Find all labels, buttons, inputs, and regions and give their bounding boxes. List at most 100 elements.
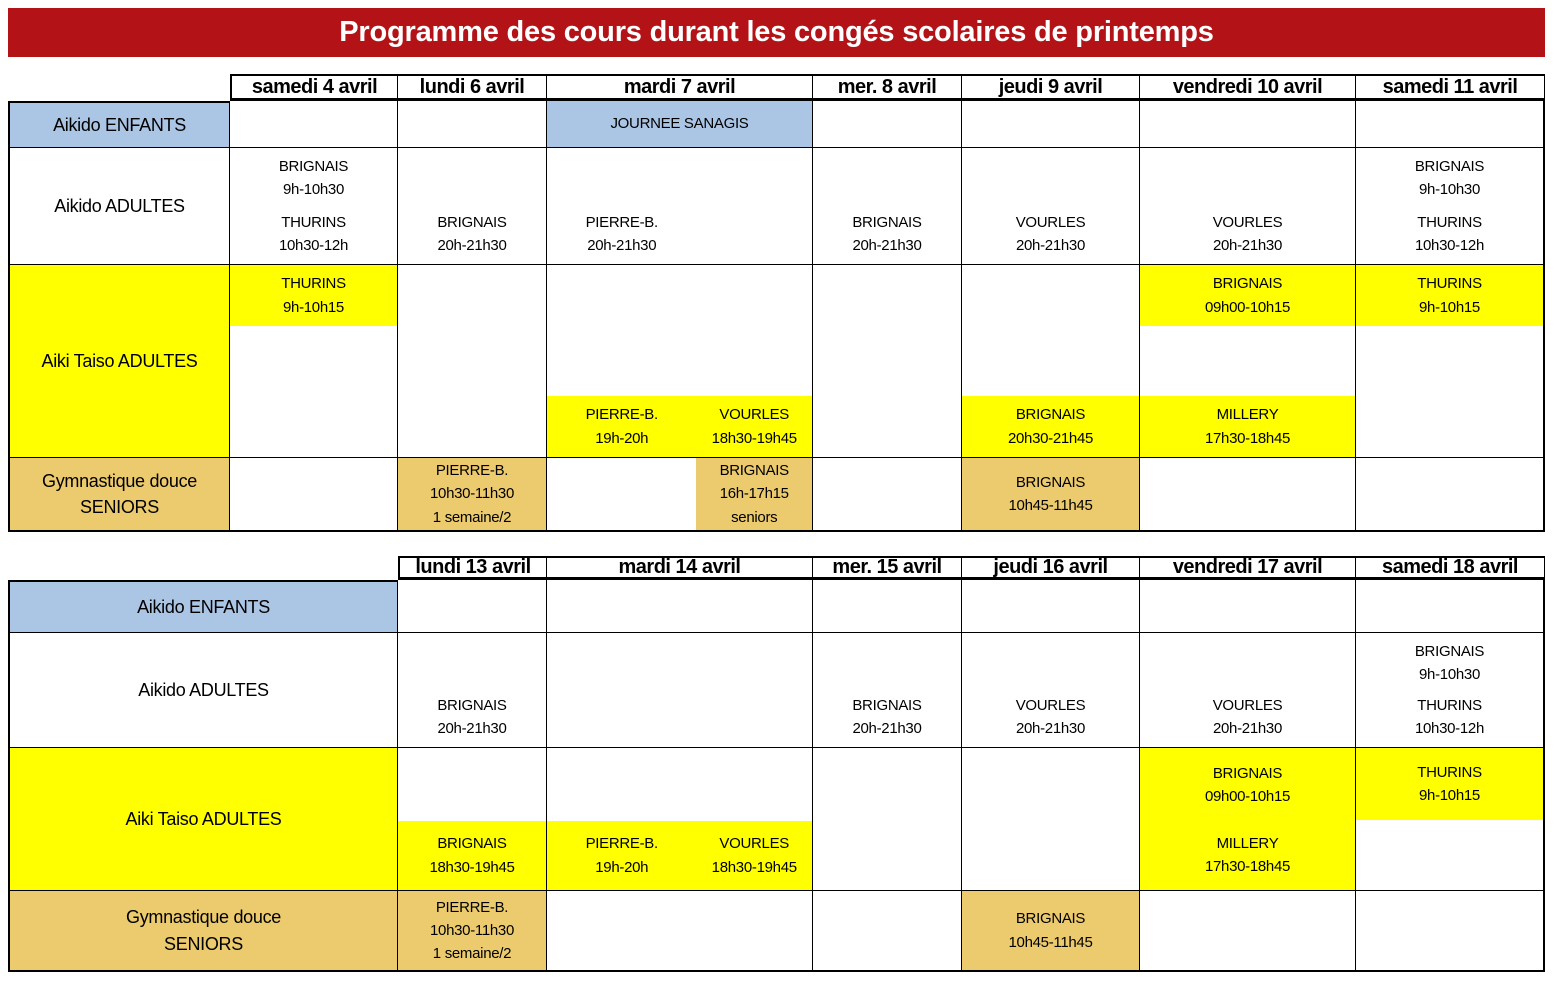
session-venue: PIERRE-B.: [585, 835, 659, 853]
t2-enfants-jeudi16-cell: [962, 580, 1140, 633]
t1-seniors-samedi11-cell: [1356, 458, 1545, 532]
session-venue: MILLERY: [1216, 834, 1279, 852]
t1-enfants-samedi4-cell: [230, 101, 398, 148]
journee-sanagis-block: JOURNEE SANAGIS: [547, 101, 812, 147]
t1-enfants-mardi7-cell: JOURNEE SANAGIS: [547, 101, 813, 148]
session-venue: PIERRE-B.: [585, 213, 659, 231]
t1-header-vendredi10: vendredi 10 avril: [1140, 74, 1356, 101]
highlight-block: BRIGNAIS 10h45-11h45: [962, 458, 1139, 530]
t1-enfants-mer8-cell: [813, 101, 962, 148]
session: BRIGNAIS 20h-21h30: [398, 211, 546, 265]
t2-enfants-lundi13-cell: [398, 580, 547, 633]
t2-adultes-mardi14-cell: [547, 633, 813, 748]
t1-taiso-vendredi10-cell: BRIGNAIS 09h00-10h15 MILLERY 17h30-18h45: [1140, 265, 1356, 458]
t1-row-label-seniors: Gymnastique douce SENIORS: [8, 458, 230, 532]
session-time: 17h30-18h45: [1204, 857, 1291, 875]
t2-taiso-samedi18-cell: THURINS 9h-10h15: [1356, 748, 1545, 891]
highlight-block: THURINS 9h-10h15: [1356, 265, 1543, 326]
t1-header-mer8: mer. 8 avril: [813, 74, 962, 101]
session-time: 9h-10h30: [1419, 666, 1480, 684]
t2-header-blank: [8, 556, 398, 580]
session-time: 9h-10h30: [1419, 181, 1480, 199]
t2-taiso-mer15-cell: [813, 748, 962, 891]
session-venue: BRIGNAIS: [719, 462, 790, 480]
session: BRIGNAIS 09h00-10h15: [1140, 762, 1355, 809]
session-venue: BRIGNAIS: [1212, 275, 1283, 293]
session: PIERRE-B. 19h-20h: [547, 403, 696, 450]
session-venue: THURINS: [1417, 696, 1482, 714]
session-venue: VOURLES: [1015, 213, 1086, 231]
t1-enfants-jeudi9-cell: [962, 101, 1140, 148]
session-venue: BRIGNAIS: [1414, 158, 1485, 175]
session-venue: BRIGNAIS: [1015, 910, 1086, 928]
session-time: 20h-21h30: [1015, 236, 1086, 254]
session-time: 17h30-18h45: [1204, 429, 1291, 447]
session-venue: BRIGNAIS: [1015, 473, 1086, 491]
session-venue: BRIGNAIS: [852, 213, 922, 231]
session-venue: THURINS: [1417, 275, 1482, 293]
session-venue: BRIGNAIS: [852, 696, 922, 714]
t2-adultes-jeudi16-cell: VOURLES 20h-21h30: [962, 633, 1140, 748]
t2-taiso-lundi13-cell: BRIGNAIS 18h30-19h45: [398, 748, 547, 891]
t2-adultes-vendredi17-cell: VOURLES 20h-21h30: [1140, 633, 1356, 748]
session: VOURLES 18h30-19h45: [696, 832, 812, 879]
t1-seniors-lundi6-cell: PIERRE-B. 10h30-11h30 1 semaine/2: [398, 458, 547, 532]
page-title: Programme des cours durant les congés sc…: [8, 8, 1545, 57]
t1-adultes-mardi7-cell: PIERRE-B. 20h-21h30: [547, 148, 813, 265]
t2-seniors-mer15-cell: [813, 891, 962, 972]
t2-row-label-enfants: Aikido ENFANTS: [8, 580, 398, 633]
t1-header-blank: [8, 74, 230, 101]
empty-half: [696, 211, 812, 258]
session: VOURLES 20h-21h30: [1140, 694, 1355, 748]
session-venue: VOURLES: [719, 406, 790, 424]
session-time: 20h-21h30: [852, 236, 922, 254]
session-time: 20h-21h30: [437, 236, 507, 254]
session: BRIGNAIS 9h-10h30: [1356, 640, 1543, 687]
t2-row-label-adultes: Aikido ADULTES: [8, 633, 398, 748]
session-venue: VOURLES: [1212, 213, 1283, 231]
session-time: 10h45-11h45: [1008, 497, 1093, 514]
session: VOURLES 20h-21h30: [962, 211, 1139, 265]
t2-enfants-vendredi17-cell: [1140, 580, 1356, 633]
session-time: 10h30-11h30: [429, 485, 514, 503]
t2-taiso-jeudi16-cell: [962, 748, 1140, 891]
highlight-block: BRIGNAIS 10h45-11h45: [962, 891, 1139, 970]
t1-seniors-mer8-cell: [813, 458, 962, 532]
session-venue: VOURLES: [1212, 696, 1283, 714]
t1-taiso-mer8-cell: [813, 265, 962, 458]
session-time: 20h-21h30: [1015, 719, 1086, 737]
t2-header-samedi18: samedi 18 avril: [1356, 556, 1545, 580]
t1-seniors-jeudi9-cell: BRIGNAIS 10h45-11h45: [962, 458, 1140, 532]
session-note: 1 semaine/2: [432, 508, 512, 526]
t2-taiso-vendredi17-cell: BRIGNAIS 09h00-10h15 MILLERY 17h30-18h45: [1140, 748, 1356, 891]
session-time: 19h-20h: [595, 858, 649, 876]
highlight-block: PIERRE-B. 19h-20h VOURLES 18h30-19h45: [547, 396, 812, 457]
session: BRIGNAIS 9h-10h30: [230, 155, 397, 202]
t2-seniors-jeudi16-cell: BRIGNAIS 10h45-11h45: [962, 891, 1140, 972]
session: VOURLES 20h-21h30: [1140, 211, 1355, 265]
session-venue: PIERRE-B.: [585, 406, 659, 424]
week2-table: lundi 13 avril mardi 14 avril mer. 15 av…: [8, 556, 1545, 972]
t2-header-mardi14: mardi 14 avril: [547, 556, 813, 580]
session-time: 20h-21h30: [1212, 236, 1283, 254]
session-time: 20h-21h30: [1212, 719, 1283, 737]
session-note: seniors: [731, 508, 778, 526]
session-venue: THURINS: [281, 275, 346, 293]
t1-seniors-samedi4-cell: [230, 458, 398, 532]
highlight-block: BRIGNAIS 18h30-19h45: [398, 821, 546, 890]
t1-row-label-taiso: Aiki Taiso ADULTES: [8, 265, 230, 458]
t2-seniors-samedi18-cell: [1356, 891, 1545, 972]
t2-enfants-samedi18-cell: [1356, 580, 1545, 633]
session-venue: BRIGNAIS: [1015, 406, 1086, 424]
highlight-block: MILLERY 17h30-18h45: [1140, 396, 1355, 457]
session-venue: BRIGNAIS: [437, 213, 507, 231]
session-time: 20h-21h30: [587, 236, 657, 254]
session: THURINS 10h30-12h: [1356, 211, 1543, 258]
t2-adultes-mer15-cell: BRIGNAIS 20h-21h30: [813, 633, 962, 748]
session: BRIGNAIS 20h-21h30: [398, 694, 546, 748]
session-venue: THURINS: [1417, 213, 1482, 231]
session-note: 1 semaine/2: [432, 945, 512, 963]
session-time: 19h-20h: [595, 429, 649, 447]
session-time: 10h45-11h45: [1008, 933, 1093, 951]
t2-enfants-mardi14-cell: [547, 580, 813, 633]
